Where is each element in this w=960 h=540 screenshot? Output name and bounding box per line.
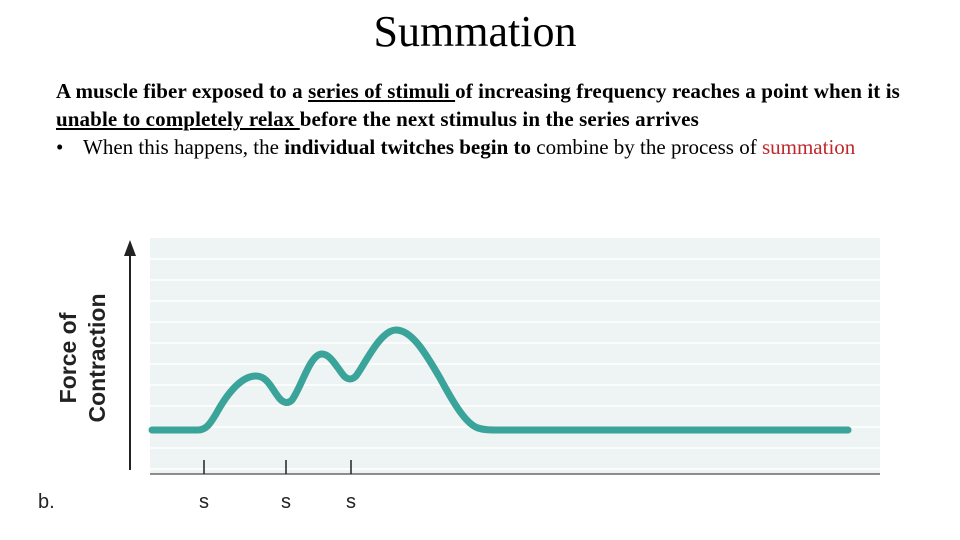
summation-graph: Force of Contraction s s s b.	[38, 238, 880, 513]
y-axis-label-line-2: Contraction	[84, 293, 110, 422]
y-axis-arrow-head	[124, 240, 136, 256]
stimulus-label-2: s	[281, 491, 291, 513]
stimulus-label-1: s	[199, 491, 209, 513]
bullet-text-2: combine by the process of	[531, 135, 762, 159]
series-of-stimuli-text: series of stimuli	[308, 79, 456, 103]
plot-background	[150, 238, 880, 474]
slide-title: Summation	[373, 7, 577, 56]
summation-term: summation	[761, 135, 856, 159]
panel-label: b.	[38, 491, 55, 513]
bullet-bold-text: individual twitches begin to	[284, 135, 531, 159]
slide-body: A muscle fiber exposed to a series of st…	[56, 77, 936, 161]
bullet-marker: •	[56, 135, 64, 159]
paragraph-text-2: of increasing frequency reaches a point …	[455, 79, 900, 103]
stimulus-label-3: s	[346, 491, 356, 513]
summation-figure: Force of Contraction s s s b.	[30, 228, 900, 528]
y-axis-label-line-1: Force of	[55, 312, 81, 403]
summation-bullet: • When this happens, the individual twit…	[56, 133, 936, 161]
paragraph-text-1: A muscle fiber exposed to a	[56, 79, 309, 103]
bullet-text-1: When this happens, the	[83, 135, 285, 159]
force-curve	[148, 326, 852, 434]
paragraph-text-3: before the next stimulus in the series a…	[299, 107, 699, 131]
summation-paragraph: A muscle fiber exposed to a series of st…	[56, 77, 936, 133]
unable-to-relax-text: unable to completely relax	[56, 107, 300, 131]
